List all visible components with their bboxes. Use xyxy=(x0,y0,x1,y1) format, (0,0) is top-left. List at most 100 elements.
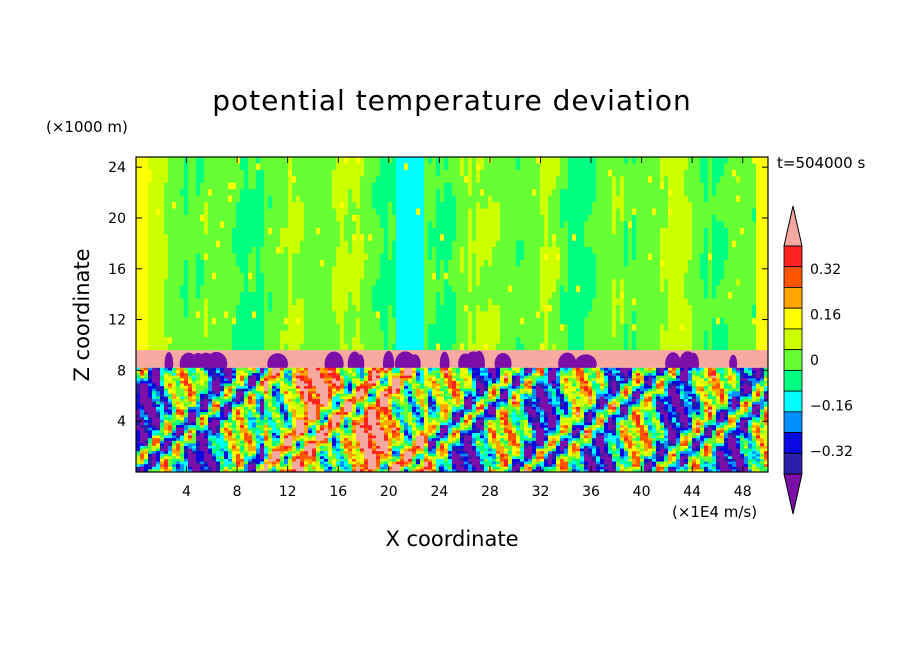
field-cell xyxy=(572,247,577,255)
field-cell xyxy=(136,414,141,418)
field-cell xyxy=(456,240,461,248)
field-cell xyxy=(680,221,685,229)
field-cell xyxy=(732,311,737,319)
field-cell xyxy=(628,266,633,274)
field-cell xyxy=(348,285,353,293)
field-cell xyxy=(504,214,509,222)
field-cell xyxy=(256,253,261,261)
field-cell xyxy=(760,285,765,293)
field-cell xyxy=(696,279,701,287)
field-cell xyxy=(148,438,153,442)
field-cell xyxy=(608,330,613,338)
field-cell xyxy=(280,208,285,216)
field-cell xyxy=(284,182,289,190)
field-cell xyxy=(152,453,157,457)
field-cell xyxy=(704,234,709,242)
field-cell xyxy=(660,343,665,351)
field-cell xyxy=(376,343,381,351)
field-cell xyxy=(516,337,521,345)
field-cell xyxy=(392,337,397,345)
field-cell xyxy=(236,163,241,171)
field-cell xyxy=(664,208,669,216)
field-cell xyxy=(748,317,753,325)
field-cell xyxy=(472,324,477,332)
field-cell xyxy=(672,234,677,242)
field-cell xyxy=(296,343,301,351)
field-cell xyxy=(388,157,393,165)
field-cell xyxy=(320,337,325,345)
field-cell xyxy=(220,272,225,280)
field-cell xyxy=(292,343,297,351)
field-cell xyxy=(436,195,441,203)
field-cell xyxy=(384,324,389,332)
field-cell xyxy=(556,279,561,287)
field-cell xyxy=(636,266,641,274)
field-cell xyxy=(652,189,657,197)
field-cell xyxy=(756,272,761,280)
field-cell xyxy=(400,208,405,216)
field-cell xyxy=(528,343,533,351)
field-cell xyxy=(544,176,549,184)
field-cell xyxy=(524,195,529,203)
field-cell xyxy=(520,214,525,222)
field-cell xyxy=(732,202,737,210)
field-cell xyxy=(476,202,481,210)
field-cell xyxy=(152,266,157,274)
warm-band xyxy=(136,350,768,368)
field-cell xyxy=(300,272,305,280)
field-cell xyxy=(612,169,617,177)
field-cell xyxy=(300,279,305,287)
field-cell xyxy=(424,195,429,203)
field-cell xyxy=(544,259,549,268)
field-cell xyxy=(448,292,453,300)
field-cell xyxy=(756,305,761,313)
field-cell xyxy=(140,279,145,287)
field-cell xyxy=(136,330,141,338)
field-cell xyxy=(596,208,601,216)
field-cell xyxy=(560,247,565,255)
field-cell xyxy=(356,272,361,280)
field-cell xyxy=(616,163,621,171)
field-cell xyxy=(728,163,733,171)
field-cell xyxy=(684,202,689,210)
field-cell xyxy=(228,317,233,325)
field-cell xyxy=(304,208,309,216)
field-cell xyxy=(516,202,521,210)
field-cell xyxy=(324,221,329,229)
field-cell xyxy=(592,343,597,351)
field-cell xyxy=(252,337,257,345)
field-cell xyxy=(616,324,621,332)
field-cell xyxy=(568,279,573,287)
field-cell xyxy=(400,311,405,319)
field-cell xyxy=(612,214,617,222)
field-cell xyxy=(160,157,165,165)
field-cell xyxy=(200,176,205,184)
field-cell xyxy=(216,305,221,313)
field-cell xyxy=(464,195,469,203)
field-cell xyxy=(140,234,145,242)
field-cell xyxy=(316,279,321,287)
field-cell xyxy=(540,176,545,184)
field-cell xyxy=(432,272,437,280)
field-cell xyxy=(252,195,257,203)
field-cell xyxy=(148,311,153,319)
field-cell xyxy=(364,330,369,338)
field-cell xyxy=(732,279,737,287)
field-cell xyxy=(620,285,625,293)
field-cell xyxy=(444,259,449,268)
field-cell xyxy=(516,330,521,338)
field-cell xyxy=(148,317,153,325)
field-cell xyxy=(168,195,173,203)
field-cell xyxy=(596,169,601,177)
field-cell xyxy=(140,451,145,455)
field-cell xyxy=(396,337,401,345)
field-cell xyxy=(488,253,493,261)
field-cell xyxy=(364,285,369,293)
field-cell xyxy=(296,240,301,248)
field-cell xyxy=(640,292,645,300)
field-cell xyxy=(512,324,517,332)
field-cell xyxy=(452,163,457,171)
field-cell xyxy=(644,266,649,274)
field-cell xyxy=(300,266,305,274)
field-cell xyxy=(568,330,573,338)
